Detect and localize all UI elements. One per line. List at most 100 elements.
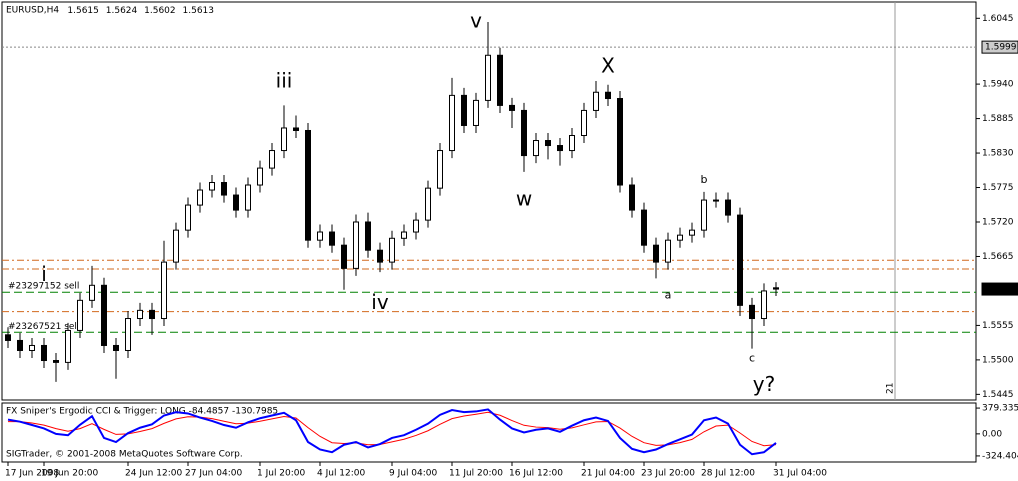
candle-body <box>281 127 287 152</box>
candle-body <box>53 360 59 363</box>
candle-body <box>305 129 311 241</box>
candle-body <box>113 344 119 351</box>
y-tick-label: 1.6045 <box>982 14 1014 24</box>
candle-body <box>209 182 215 191</box>
order-label: #23297152 sell <box>8 282 79 292</box>
wave-label: w <box>516 187 532 211</box>
candle-body <box>41 344 47 362</box>
price-panel <box>1 1 977 401</box>
candle-body <box>617 98 623 186</box>
wave-label: c <box>749 352 755 365</box>
wave-label: i <box>41 262 47 286</box>
candle-body <box>269 150 275 169</box>
y-tick-label: 1.5500 <box>982 355 1014 365</box>
y-tick-label: 1.5555 <box>982 321 1014 331</box>
candle-body <box>137 309 143 320</box>
x-tick-label: 17 Jun 2008 <box>5 469 59 479</box>
wave-label: iv <box>371 290 389 314</box>
candle-body <box>5 334 11 341</box>
x-tick-label: 16 Jul 12:00 <box>509 469 563 479</box>
price-label-box <box>981 282 1018 296</box>
candle-body <box>257 167 263 186</box>
candle-body <box>677 234 683 241</box>
candle-body <box>365 221 371 251</box>
candle-body <box>545 140 551 147</box>
candle-body <box>233 194 239 211</box>
y-tick-label: 1.5720 <box>982 217 1014 227</box>
candle-body <box>389 237 395 263</box>
candle-body <box>425 187 431 221</box>
price-label-box <box>981 40 1018 54</box>
x-tick-label: 4 Jul 12:00 <box>317 469 366 479</box>
y-tick-label: 1.5940 <box>982 80 1014 90</box>
symbol: EURUSD,H4 <box>6 6 59 16</box>
y-tick-label: 1.5775 <box>982 183 1014 193</box>
x-tick-label: 1 Jul 20:00 <box>257 469 306 479</box>
indicator-panel <box>1 402 977 463</box>
ohlc-readout: 1.5615 1.5624 1.5602 1.5613 <box>67 6 214 16</box>
candle-body <box>77 299 83 331</box>
x-tick-label: 19 Jun 20:00 <box>41 469 98 479</box>
x-tick-label: 11 Jul 20:00 <box>449 469 503 479</box>
candle-body <box>101 284 107 346</box>
wave-label: v <box>470 9 482 33</box>
candle-body <box>377 249 383 263</box>
candle-body <box>173 229 179 263</box>
wave-label: a <box>665 288 672 301</box>
x-tick-label: 28 Jul 12:00 <box>701 469 755 479</box>
candle-body <box>401 231 407 239</box>
candle-body <box>641 209 647 246</box>
candle-body <box>593 91 599 111</box>
candle-body <box>149 309 155 320</box>
candle-body <box>629 184 635 211</box>
candle-body <box>737 214 743 306</box>
candle-body <box>449 94 455 152</box>
wave-label: y? <box>753 372 775 396</box>
candle-body <box>665 239 671 263</box>
indicator-line <box>7 408 777 456</box>
indicator-line <box>8 411 777 447</box>
candle-body <box>521 109 527 157</box>
y-tick-label: 1.5665 <box>982 252 1014 262</box>
indicator-title: FX Sniper's Ergodic CCI & Trigger: LONG … <box>6 407 278 417</box>
candle-body <box>437 150 443 189</box>
candle-body <box>293 127 299 131</box>
x-tick-label: 9 Jul 04:00 <box>389 469 438 479</box>
candle-body <box>701 199 707 231</box>
y-tick-label: 1.5885 <box>982 114 1014 124</box>
candle-body <box>329 231 335 246</box>
order-label: #23267521 sell <box>8 322 79 332</box>
candle-body <box>65 329 71 363</box>
candle-body <box>569 135 575 152</box>
candle-body <box>125 318 131 351</box>
x-tick-label: 27 Jun 04:00 <box>185 469 242 479</box>
wave-label: iii <box>276 69 293 93</box>
candle-body <box>161 261 167 320</box>
x-tick-label: 24 Jun 12:00 <box>125 469 182 479</box>
candle-body <box>689 229 695 236</box>
marker-label: 21 <box>886 383 896 394</box>
candle-body <box>29 344 35 351</box>
candle-body <box>497 54 503 106</box>
x-tick-label: 21 Jul 04:00 <box>581 469 635 479</box>
x-tick-label: 31 Jul 04:00 <box>773 469 827 479</box>
y-tick-label: 0.00 <box>982 429 1002 439</box>
y-tick-label: 1.5445 <box>982 390 1014 400</box>
candle-body <box>773 287 779 290</box>
candle-body <box>749 304 755 320</box>
candle-body <box>197 189 203 206</box>
candle-body <box>581 109 587 137</box>
price-label: 1.5613 <box>985 285 1017 295</box>
candle-body <box>317 231 323 241</box>
candle-body <box>17 339 23 351</box>
candle-body <box>761 290 767 320</box>
candle-body <box>89 284 95 301</box>
candle-body <box>725 199 731 216</box>
candle-body <box>473 99 479 126</box>
y-tick-label: -324.4047 <box>982 451 1018 461</box>
candle-body <box>185 204 191 231</box>
candle-body <box>713 199 719 202</box>
